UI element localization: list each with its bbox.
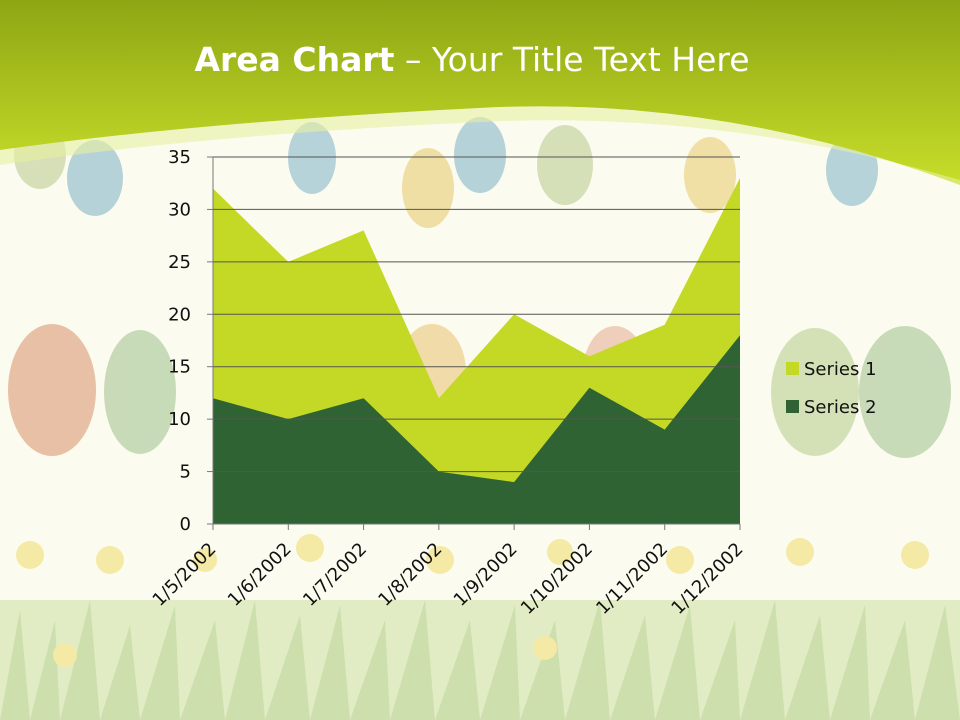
egg-icon [537, 125, 593, 205]
title-bold-text: Area Chart [194, 40, 395, 79]
egg-icon [859, 326, 951, 458]
y-tick-label: 5 [180, 462, 191, 483]
flower-icon [547, 539, 573, 565]
slide-title: Area Chart – Your Title Text Here [0, 40, 944, 79]
flower-icon [901, 541, 929, 569]
flower-icon [296, 534, 324, 562]
legend-label-series-1: Series 1 [804, 359, 877, 380]
header-band [0, 0, 960, 185]
flower-icon [96, 546, 124, 574]
y-tick-label: 25 [168, 252, 191, 273]
flower-icon [426, 546, 454, 574]
y-tick-label: 0 [180, 514, 191, 535]
legend-label-series-2: Series 2 [804, 397, 877, 418]
y-tick-label: 35 [168, 147, 191, 168]
flower-icon [193, 548, 217, 572]
area-series-2 [213, 335, 740, 524]
y-tick-label: 20 [168, 304, 191, 325]
y-tick-label: 15 [168, 357, 191, 378]
egg-icon [684, 137, 736, 213]
x-tick-label: 1/12/2002 [667, 539, 747, 619]
x-tick-label: 1/10/2002 [517, 539, 597, 619]
egg-icon [288, 122, 336, 194]
legend-swatch-series-1 [786, 362, 799, 375]
egg-icon [454, 117, 506, 193]
title-rest-text: – Your Title Text Here [394, 40, 750, 79]
x-tick-label: 1/6/2002 [224, 539, 296, 611]
egg-icon [104, 330, 176, 454]
legend-swatch-series-2 [786, 400, 799, 413]
x-tick-label: 1/5/2002 [149, 539, 221, 611]
flower-icon [533, 636, 557, 660]
egg-icon [8, 324, 96, 456]
egg-icon [402, 148, 454, 228]
egg-icon [771, 328, 859, 456]
flower-icon [16, 541, 44, 569]
x-tick-label: 1/9/2002 [450, 539, 522, 611]
header-highlight [0, 106, 960, 185]
x-tick-label: 1/7/2002 [299, 539, 371, 611]
flower-icon [786, 538, 814, 566]
y-tick-label: 10 [168, 409, 191, 430]
y-tick-label: 30 [168, 199, 191, 220]
x-tick-label: 1/8/2002 [374, 539, 446, 611]
flower-icon [53, 643, 77, 667]
egg-icon [67, 140, 123, 216]
x-tick-label: 1/11/2002 [592, 539, 672, 619]
flower-decorations [0, 534, 960, 720]
flower-icon [666, 546, 694, 574]
